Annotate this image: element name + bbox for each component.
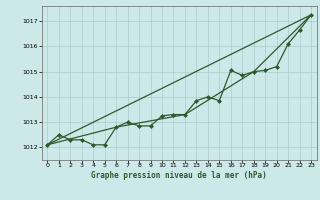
X-axis label: Graphe pression niveau de la mer (hPa): Graphe pression niveau de la mer (hPa) xyxy=(91,171,267,180)
